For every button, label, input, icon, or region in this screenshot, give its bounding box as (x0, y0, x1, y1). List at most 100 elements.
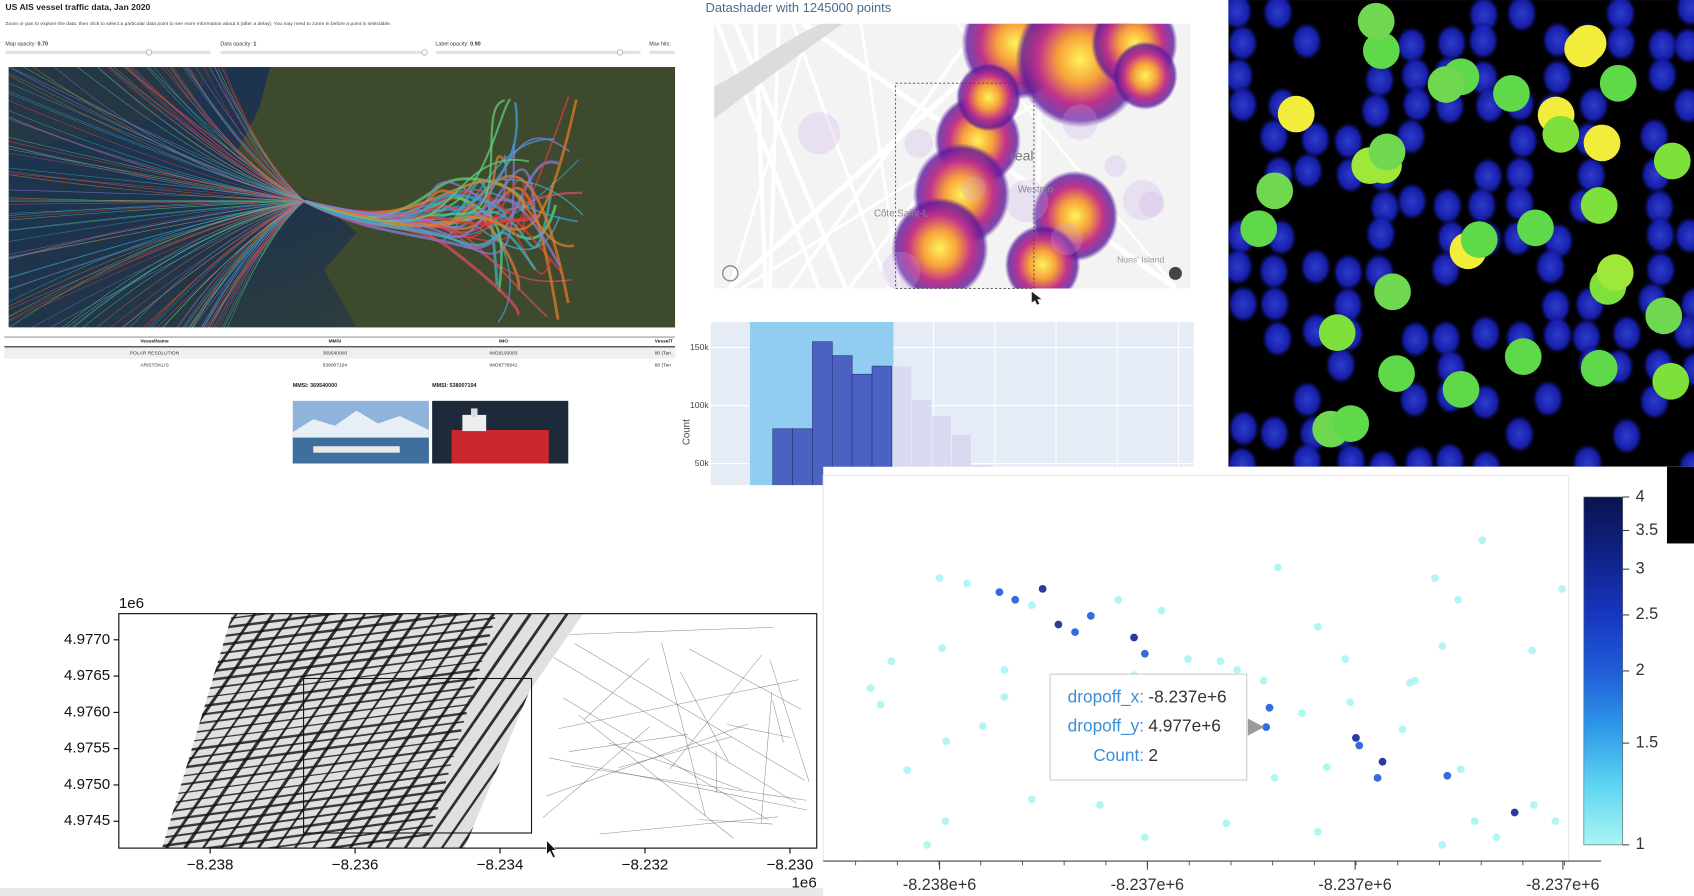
scatter-point[interactable] (935, 574, 944, 582)
blue-blob (1610, 313, 1644, 353)
scatter-point[interactable] (1313, 622, 1322, 631)
slider-track[interactable] (5, 50, 211, 55)
scatter-point[interactable] (1443, 771, 1452, 780)
vessel-track (8, 200, 305, 221)
scatter-point[interactable] (1529, 801, 1538, 809)
scatter-point[interactable] (1222, 819, 1231, 828)
scatter-point[interactable] (1346, 698, 1355, 707)
scatter-point[interactable] (1478, 536, 1487, 545)
scatter-point[interactable] (1454, 595, 1463, 604)
scatter-point[interactable] (1216, 657, 1225, 666)
faint-street (578, 714, 734, 839)
scatter-point[interactable] (1027, 795, 1036, 804)
scatter-point[interactable] (1341, 655, 1350, 663)
scatter-point[interactable] (1352, 734, 1360, 742)
y-offset-label: 1e6 (119, 595, 144, 612)
slider-handle[interactable] (617, 49, 624, 56)
scatter-point[interactable] (1184, 655, 1192, 663)
scatter-point[interactable] (963, 579, 971, 588)
scatter-point[interactable] (866, 684, 875, 693)
scatter-point[interactable] (887, 657, 896, 666)
scatter-point[interactable] (903, 766, 912, 775)
scatter-point[interactable] (1086, 612, 1095, 620)
scatter-point[interactable] (1114, 595, 1123, 604)
scatter-point[interactable] (995, 588, 1004, 597)
scatter-point[interactable] (1140, 649, 1149, 658)
table-cell[interactable]: IMO9776941 (489, 362, 517, 368)
blue-blob (1395, 182, 1429, 221)
scatter-point[interactable] (1470, 817, 1479, 825)
vessel-photo[interactable] (432, 400, 569, 464)
vessel-photo[interactable] (292, 400, 429, 464)
scatter-point[interactable] (1438, 840, 1447, 849)
scatter-point[interactable] (941, 817, 950, 825)
slider-handle[interactable] (146, 49, 153, 56)
scatter-point[interactable] (1322, 763, 1331, 771)
window-minimize[interactable] (14, 470, 25, 481)
scatter-point[interactable] (1011, 595, 1020, 604)
table-header: VesselName (140, 339, 169, 345)
table-cell[interactable]: 369540000 (323, 351, 348, 357)
scatter-point[interactable] (1406, 678, 1414, 687)
table-cell[interactable]: IMO9193083 (489, 351, 517, 357)
scatter-point[interactable] (1298, 709, 1306, 717)
scatter-point[interactable] (1000, 666, 1009, 674)
table-cell[interactable]: 80 (Tan (655, 351, 672, 357)
scatter-point[interactable] (1373, 774, 1382, 782)
scatter-point[interactable] (1038, 585, 1047, 593)
green-blob (1362, 32, 1400, 70)
scatter-point[interactable] (876, 700, 885, 709)
slider-handle[interactable] (421, 49, 428, 56)
vessel-track (8, 200, 305, 290)
table-cell[interactable]: 538007104 (323, 362, 348, 368)
scatter-point[interactable] (1270, 774, 1279, 782)
scatter-point[interactable] (1551, 817, 1560, 825)
scatter-point[interactable] (1398, 725, 1407, 734)
scatter-point[interactable] (1130, 633, 1138, 642)
window-close[interactable] (0, 470, 9, 481)
map-logo[interactable] (722, 265, 739, 282)
scatter-point[interactable] (1233, 666, 1241, 674)
scatter-point[interactable] (1054, 620, 1063, 629)
scatter-point[interactable] (1456, 765, 1465, 774)
table-cell[interactable]: POLAR RESOLUTION (130, 351, 180, 357)
scatter-point[interactable] (1071, 628, 1079, 636)
scatter-point[interactable] (1000, 693, 1009, 701)
map-info-button[interactable] (1168, 266, 1182, 280)
window-zoom[interactable] (35, 470, 46, 481)
table-cell[interactable]: ARISTOKLIS (140, 362, 169, 368)
x-tick-label: −8.234 (477, 856, 524, 873)
table-cell[interactable]: 80 (Tan (655, 362, 672, 368)
scatter-point[interactable] (1510, 808, 1519, 817)
scatter-point[interactable] (942, 737, 951, 746)
scatter-point[interactable] (1438, 642, 1447, 651)
street-line (183, 703, 470, 743)
scatter-point[interactable] (1096, 801, 1104, 809)
scatter-point[interactable] (1265, 703, 1274, 712)
street-line (179, 720, 465, 761)
scatter-point[interactable] (1140, 833, 1149, 842)
scatter-point[interactable] (923, 840, 932, 849)
scatter-point[interactable] (1430, 574, 1439, 582)
slider-track[interactable] (435, 50, 641, 55)
scatter-point[interactable] (1027, 601, 1036, 609)
scatter-point[interactable] (1262, 723, 1271, 732)
scatter-point[interactable] (1492, 833, 1501, 842)
blue-blob (1429, 319, 1463, 358)
green-blob (1240, 210, 1278, 248)
scatter-point[interactable] (1378, 757, 1387, 766)
scatter-point[interactable] (1355, 741, 1364, 750)
slider-track[interactable] (649, 50, 854, 55)
window-titlebar (0, 466, 676, 467)
scatter-point[interactable] (1157, 606, 1166, 615)
scatter-point[interactable] (1558, 585, 1566, 593)
slider-track[interactable] (220, 50, 426, 55)
scatter-point[interactable] (1528, 646, 1537, 655)
scatter-point[interactable] (1273, 563, 1282, 572)
faint-density (1005, 179, 1049, 223)
scatter-point[interactable] (1259, 676, 1268, 685)
scatter-point[interactable] (938, 644, 946, 653)
table-header: MMSI (329, 339, 342, 345)
scatter-point[interactable] (978, 722, 987, 730)
scatter-point[interactable] (1313, 828, 1322, 836)
